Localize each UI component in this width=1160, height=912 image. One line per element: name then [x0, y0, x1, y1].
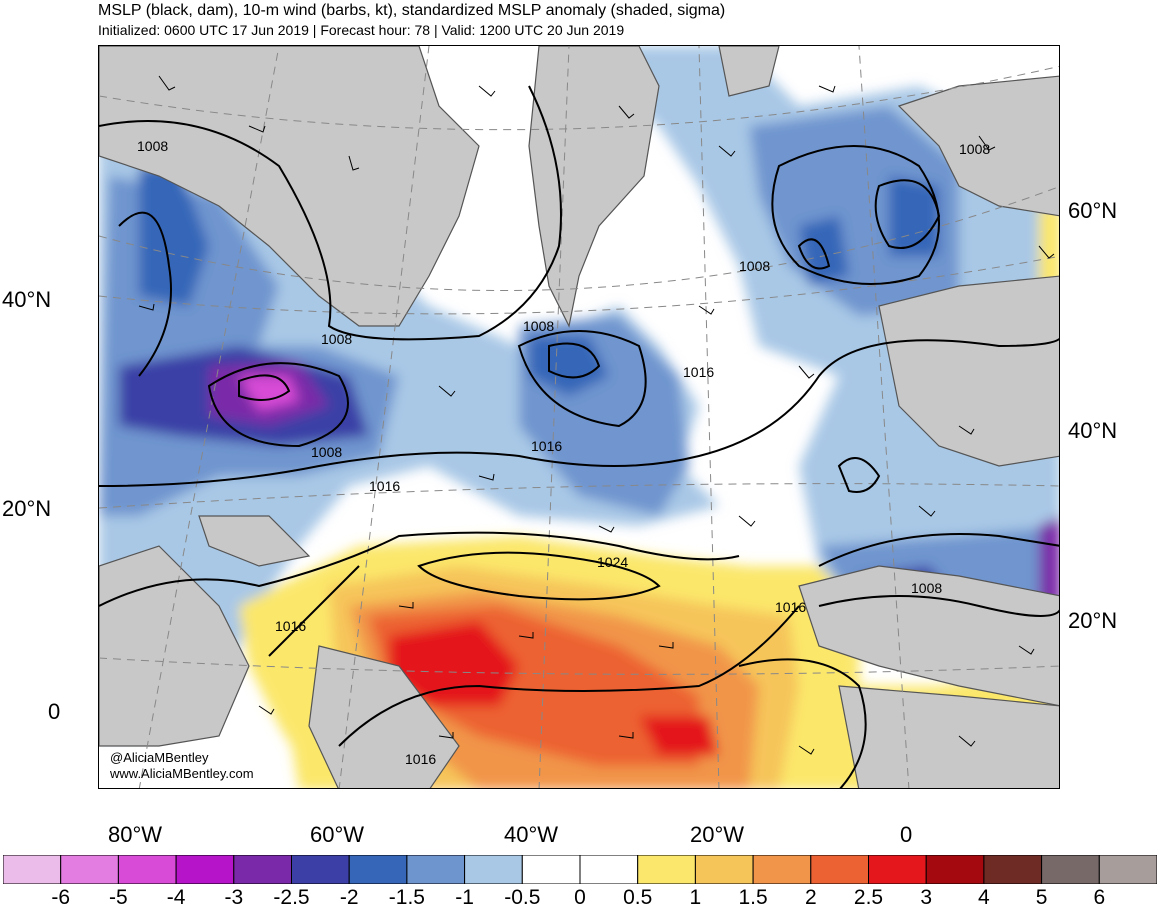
lat-label-right: 20°N — [1068, 608, 1118, 633]
colorbar-swatch — [637, 855, 696, 884]
colorbar-tick-label: -1.5 — [388, 886, 425, 909]
lon-label: 60°W — [310, 822, 365, 847]
lat-label-right: 60°N — [1068, 198, 1118, 223]
colorbar-swatch — [233, 855, 293, 884]
isobar-label: 1016 — [775, 599, 807, 615]
colorbar-swatch — [579, 855, 639, 884]
colorbar — [3, 855, 1157, 884]
isobar-label: 1008 — [311, 444, 343, 460]
colorbar-tick-label: 3 — [920, 886, 933, 909]
lat-label-left: 40°N — [2, 287, 52, 312]
colorbar-tick-label: 0.5 — [623, 886, 653, 909]
colorbar-tick-label: 1.5 — [738, 886, 768, 909]
credit-url: www.AliciaMBentley.com — [110, 766, 254, 781]
isobar-label: 1008 — [137, 138, 169, 154]
colorbar-tick-label: -5 — [109, 886, 128, 909]
colorbar-swatch — [60, 855, 119, 884]
colorbar-tick-label: 4 — [978, 886, 990, 909]
colorbar-tick-label: 0 — [574, 886, 586, 909]
colorbar-swatch — [521, 855, 581, 884]
colorbar-tick-label: -2 — [339, 886, 359, 909]
colorbar-swatch — [983, 855, 1043, 884]
lat-label-right: 40°N — [1068, 418, 1118, 443]
colorbar-swatch — [810, 855, 869, 884]
wind-barbs — [138, 75, 1055, 755]
lon-label: 20°W — [690, 822, 745, 847]
colorbar-tick-label: 2 — [804, 886, 817, 909]
colorbar-swatch — [868, 855, 927, 884]
colorbar-swatch — [348, 855, 408, 884]
colorbar-tick-label: 6 — [1093, 886, 1106, 909]
isobars — [99, 85, 1059, 788]
lon-label: 80°W — [108, 822, 163, 847]
colorbar-tick-label: -0.5 — [504, 886, 541, 909]
isobar-label: 1008 — [959, 141, 991, 157]
credit-handle: @AliciaMBentley — [110, 750, 209, 765]
map-subtitle: Initialized: 0600 UTC 17 Jun 2019 | Fore… — [98, 22, 625, 38]
map-title: MSLP (black, dam), 10-m wind (barbs, kt)… — [98, 2, 726, 19]
colorbar-swatch — [464, 855, 523, 884]
colorbar-swatch — [1098, 855, 1157, 884]
lat-label-left: 20°N — [2, 496, 52, 521]
graticule — [99, 46, 1059, 788]
colorbar-swatch — [291, 855, 350, 884]
colorbar-tick-label: 2.5 — [853, 886, 884, 909]
lat-label-left: 0 — [48, 699, 61, 724]
colorbar-swatch — [694, 855, 754, 884]
colorbar-swatch — [175, 855, 235, 884]
map-canvas — [99, 46, 1059, 788]
landmass-layer — [99, 46, 1059, 788]
colorbar-swatch — [925, 855, 985, 884]
colorbar-tick-label: -6 — [51, 886, 71, 909]
colorbar-tick-label: 1 — [689, 886, 702, 909]
lon-label: 0 — [900, 822, 913, 847]
isobar-label: 1008 — [739, 258, 771, 274]
colorbar-tick-label: -1 — [455, 886, 474, 909]
isobar-label: 1016 — [531, 438, 563, 454]
colorbar-tick-label: -3 — [224, 886, 244, 909]
colorbar-swatch — [117, 855, 177, 884]
isobar-label: 1008 — [911, 580, 943, 596]
isobar-label: 1016 — [275, 618, 307, 634]
colorbar-tick-label: 5 — [1035, 886, 1048, 909]
colorbar-swatch — [406, 855, 466, 884]
colorbar-tick-label: -2.5 — [273, 886, 310, 909]
colorbar-swatch — [3, 855, 62, 884]
isobar-label: 1016 — [369, 478, 401, 494]
isobar-label: 1008 — [321, 331, 353, 347]
colorbar-swatch — [1041, 855, 1100, 884]
colorbar-tick-label: -4 — [166, 886, 186, 909]
colorbar-swatch — [752, 855, 812, 884]
isobar-label: 1008 — [523, 318, 555, 334]
isobar-label: 1016 — [683, 364, 715, 380]
isobar-label: 1016 — [405, 751, 437, 767]
isobar-label: 1024 — [597, 554, 629, 570]
lon-label: 40°W — [504, 822, 559, 847]
map-panel: 1008 1008 1008 1008 1008 1008 1008 1016 … — [98, 45, 1060, 789]
